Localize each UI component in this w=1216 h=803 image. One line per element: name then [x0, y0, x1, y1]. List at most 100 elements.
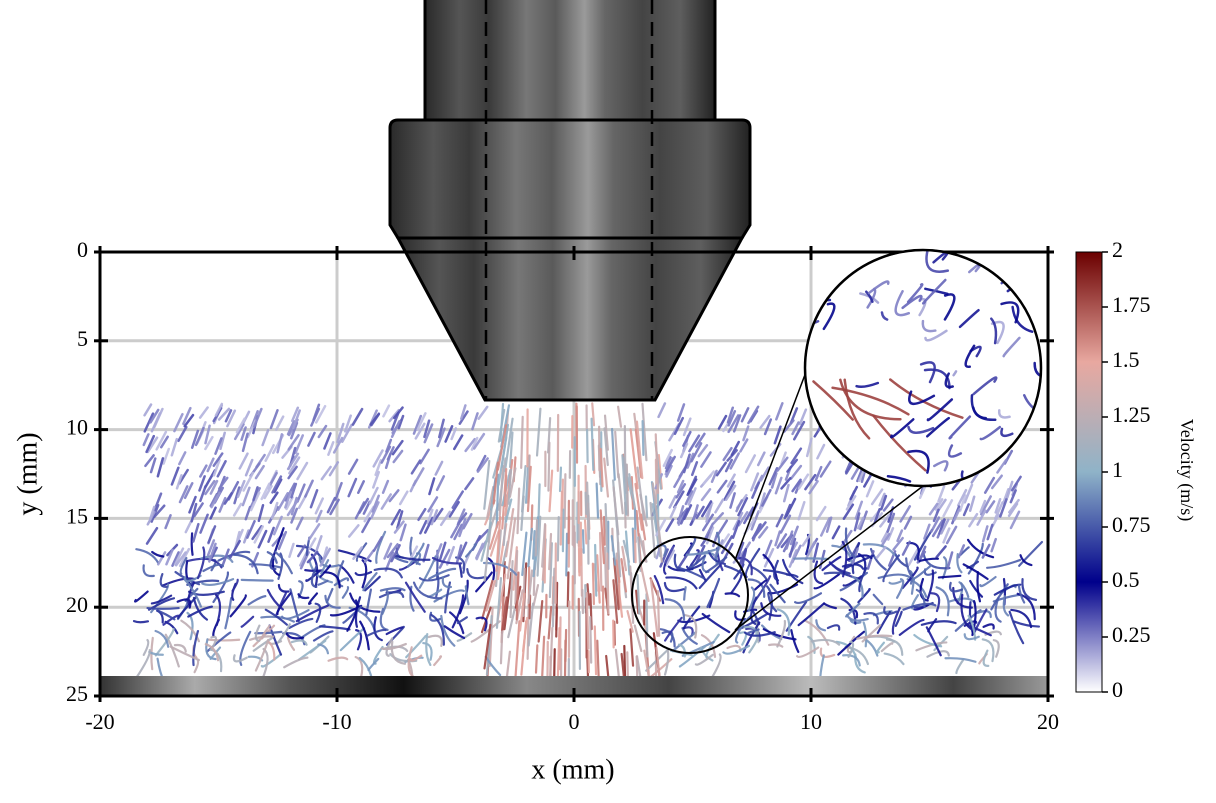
- particle-track: [263, 484, 273, 500]
- particle-track: [640, 513, 647, 541]
- particle-track: [286, 419, 296, 436]
- particle-track: [954, 609, 982, 632]
- particle-track: [526, 598, 530, 661]
- particle-track: [812, 542, 820, 563]
- particle-track: [232, 502, 243, 517]
- particle-track: [233, 423, 245, 441]
- particle-track: [367, 657, 380, 672]
- particle-track: [355, 542, 368, 562]
- particle-track: [186, 579, 220, 586]
- particle-track: [240, 615, 255, 628]
- particle-track: [849, 618, 862, 625]
- particle-track: [257, 504, 265, 523]
- particle-track: [842, 654, 861, 667]
- particle-track: [593, 625, 598, 676]
- particle-track: [358, 497, 370, 514]
- particle-track: [223, 492, 233, 505]
- particle-track: [692, 504, 699, 521]
- particle-track: [854, 500, 864, 520]
- particle-track: [918, 557, 940, 563]
- particle-track: [930, 592, 941, 613]
- particle-track: [776, 619, 787, 648]
- particle-track: [664, 549, 676, 567]
- particle-track: [380, 642, 407, 651]
- particle-track: [701, 612, 731, 634]
- particle-track: [492, 461, 499, 505]
- particle-track: [396, 510, 404, 530]
- particle-track: [996, 458, 1008, 474]
- particle-track: [606, 552, 610, 615]
- particle-track: [466, 568, 487, 580]
- particle-track: [277, 552, 284, 580]
- particle-track: [585, 428, 589, 464]
- particle-track: [537, 600, 544, 643]
- particle-track: [959, 494, 967, 512]
- particle-track: [251, 525, 263, 541]
- particle-track: [392, 406, 404, 420]
- particle-track: [438, 418, 445, 439]
- particle-track: [327, 656, 349, 662]
- particle-track: [585, 591, 590, 650]
- particle-track: [471, 412, 479, 431]
- particle-track: [899, 505, 912, 523]
- particle-track: [819, 517, 831, 537]
- particle-track: [1008, 610, 1025, 645]
- particle-track: [920, 620, 957, 626]
- particle-track: [942, 527, 951, 544]
- particle-track: [496, 424, 508, 471]
- particle-track: [662, 448, 673, 468]
- particle-track: [1010, 475, 1022, 492]
- particle-track: [676, 479, 685, 494]
- particle-track: [145, 526, 159, 545]
- particle-track: [842, 503, 855, 520]
- particle-track: [684, 614, 698, 639]
- particle-track: [242, 471, 255, 492]
- particle-track: [999, 497, 1008, 518]
- particle-track: [555, 581, 559, 638]
- particle-track: [879, 514, 890, 528]
- particle-track: [768, 467, 779, 486]
- particle-track: [232, 553, 259, 575]
- particle-track: [982, 623, 995, 630]
- particle-track: [433, 589, 465, 603]
- particle-track: [783, 503, 792, 520]
- y-tick-label: 0: [77, 237, 88, 262]
- particle-track: [895, 578, 905, 599]
- particle-track: [726, 473, 736, 488]
- particle-track: [486, 485, 495, 519]
- particle-track: [925, 250, 950, 273]
- particle-track: [261, 429, 270, 447]
- particle-track: [295, 516, 304, 531]
- particle-track: [744, 454, 757, 474]
- particle-track: [1019, 453, 1041, 462]
- particle-track: [347, 524, 360, 538]
- particle-track: [743, 506, 755, 525]
- particle-track: [970, 394, 997, 421]
- particle-track: [596, 554, 601, 604]
- particle-track: [845, 602, 861, 618]
- particle-track: [676, 403, 686, 422]
- particle-track: [910, 594, 920, 610]
- particle-track: [664, 598, 686, 621]
- particle-track: [979, 575, 997, 588]
- particle-track: [341, 586, 350, 599]
- particle-track: [591, 562, 596, 606]
- particle-track: [1009, 489, 1017, 504]
- particle-track: [233, 486, 241, 505]
- particle-track: [769, 583, 786, 604]
- particle-track: [448, 611, 465, 635]
- particle-track: [314, 497, 324, 515]
- particle-track: [668, 495, 677, 509]
- particle-track: [887, 527, 895, 541]
- particle-track: [862, 621, 868, 648]
- particle-track: [958, 308, 980, 329]
- particle-track: [891, 606, 901, 635]
- particle-track: [218, 496, 227, 513]
- particle-track: [173, 412, 184, 433]
- particle-track: [665, 464, 673, 478]
- particle-track: [391, 439, 404, 456]
- particle-track: [863, 612, 879, 625]
- particle-track: [388, 489, 400, 503]
- particle-track: [497, 457, 507, 511]
